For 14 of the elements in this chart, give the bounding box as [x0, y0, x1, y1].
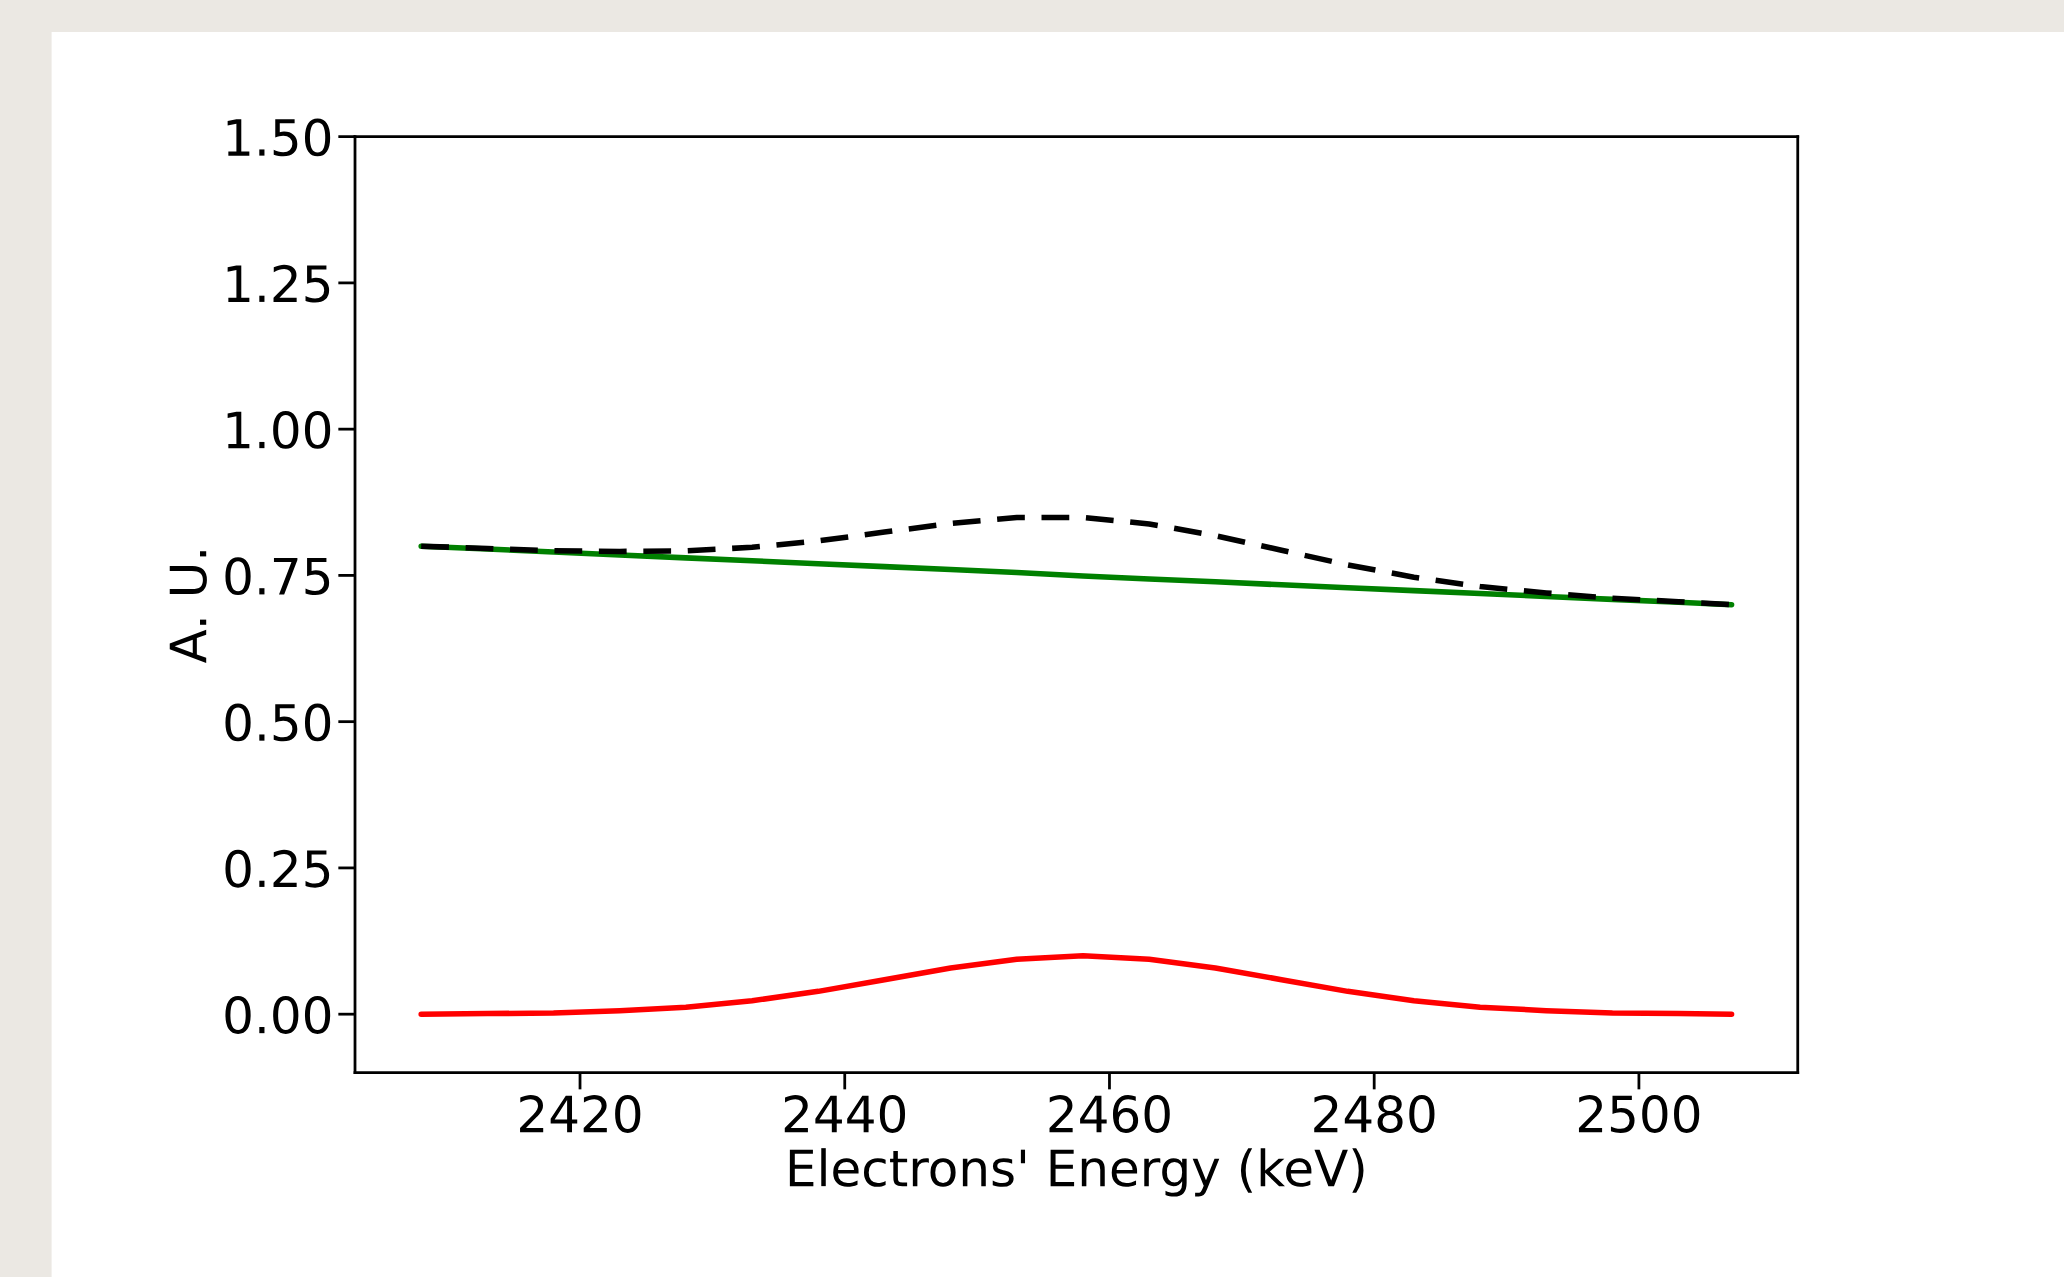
y-tick-label: 1.50 [227, 118, 331, 157]
y-tick-label: 0.00 [225, 996, 331, 1034]
y-tick-label: 0.25 [225, 849, 330, 888]
x-tick-label: 2460 [1049, 1095, 1170, 1133]
x-axis-title: Electrons' Energy (keV) [789, 1148, 1364, 1197]
y-tick-label: 0.75 [225, 557, 330, 596]
x-tick-label: 2440 [784, 1095, 906, 1133]
y-axis-title: A. U. [169, 551, 207, 664]
y-tick-label: 1.00 [227, 411, 331, 449]
x-tick-label: 2500 [1578, 1095, 1700, 1133]
y-tick-label: 1.25 [227, 264, 330, 303]
x-tick-label: 2480 [1314, 1095, 1435, 1133]
x-tick-label: 2420 [520, 1095, 641, 1133]
y-tick-label: 0.50 [225, 703, 331, 742]
